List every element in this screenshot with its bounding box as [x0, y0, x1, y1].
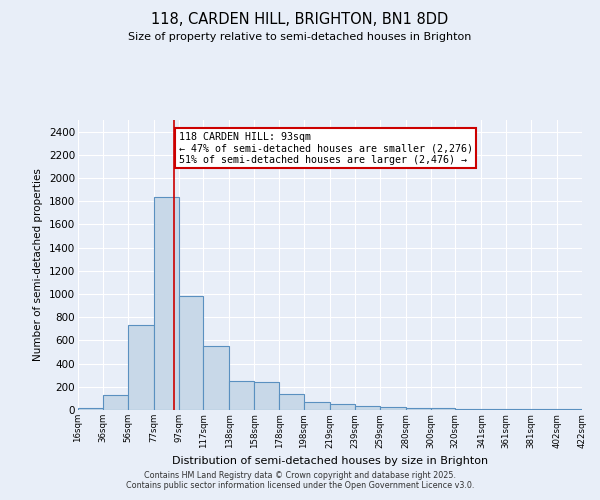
Bar	[254, 382, 279, 410]
Bar	[229, 381, 254, 410]
Text: 118 CARDEN HILL: 93sqm
← 47% of semi-detached houses are smaller (2,276)
51% of : 118 CARDEN HILL: 93sqm ← 47% of semi-det…	[179, 132, 473, 165]
Bar	[103, 395, 128, 410]
Bar	[78, 408, 103, 410]
Bar	[304, 402, 330, 410]
Text: 118, CARDEN HILL, BRIGHTON, BN1 8DD: 118, CARDEN HILL, BRIGHTON, BN1 8DD	[151, 12, 449, 28]
Bar	[380, 407, 406, 410]
Text: Contains HM Land Registry data © Crown copyright and database right 2025.
Contai: Contains HM Land Registry data © Crown c…	[126, 470, 474, 490]
Bar	[406, 408, 431, 410]
Bar	[128, 326, 154, 410]
Bar	[279, 394, 304, 410]
Bar	[330, 404, 355, 410]
Text: Size of property relative to semi-detached houses in Brighton: Size of property relative to semi-detach…	[128, 32, 472, 42]
Bar	[355, 406, 380, 410]
Bar	[203, 346, 229, 410]
Y-axis label: Number of semi-detached properties: Number of semi-detached properties	[34, 168, 43, 362]
Bar	[455, 409, 481, 410]
Bar	[431, 408, 455, 410]
Bar	[154, 196, 179, 410]
Bar	[179, 296, 203, 410]
X-axis label: Distribution of semi-detached houses by size in Brighton: Distribution of semi-detached houses by …	[172, 456, 488, 466]
